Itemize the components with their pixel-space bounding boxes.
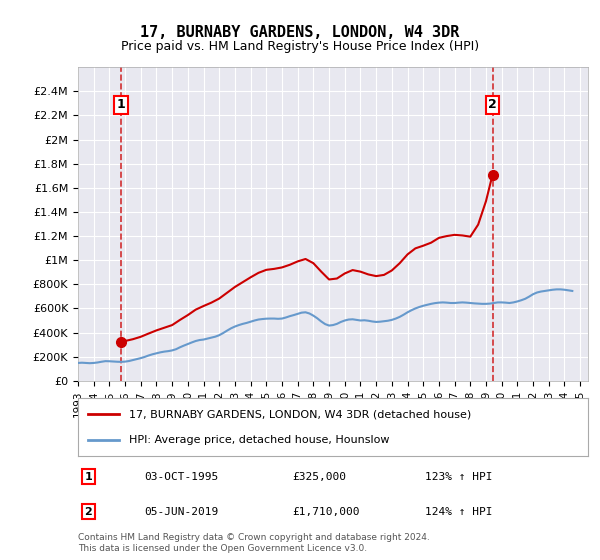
- Text: 03-OCT-1995: 03-OCT-1995: [145, 472, 218, 482]
- Text: 1: 1: [117, 99, 125, 111]
- Text: 124% ↑ HPI: 124% ↑ HPI: [425, 507, 493, 517]
- Text: 123% ↑ HPI: 123% ↑ HPI: [425, 472, 493, 482]
- Text: 2: 2: [488, 99, 497, 111]
- Text: £1,710,000: £1,710,000: [292, 507, 360, 517]
- Text: Price paid vs. HM Land Registry's House Price Index (HPI): Price paid vs. HM Land Registry's House …: [121, 40, 479, 53]
- Text: 17, BURNABY GARDENS, LONDON, W4 3DR (detached house): 17, BURNABY GARDENS, LONDON, W4 3DR (det…: [129, 409, 471, 419]
- Text: 05-JUN-2019: 05-JUN-2019: [145, 507, 218, 517]
- Text: 2: 2: [85, 507, 92, 517]
- Text: Contains HM Land Registry data © Crown copyright and database right 2024.
This d: Contains HM Land Registry data © Crown c…: [78, 533, 430, 553]
- Text: 17, BURNABY GARDENS, LONDON, W4 3DR: 17, BURNABY GARDENS, LONDON, W4 3DR: [140, 25, 460, 40]
- Text: 1: 1: [85, 472, 92, 482]
- Text: £325,000: £325,000: [292, 472, 346, 482]
- Text: HPI: Average price, detached house, Hounslow: HPI: Average price, detached house, Houn…: [129, 435, 389, 445]
